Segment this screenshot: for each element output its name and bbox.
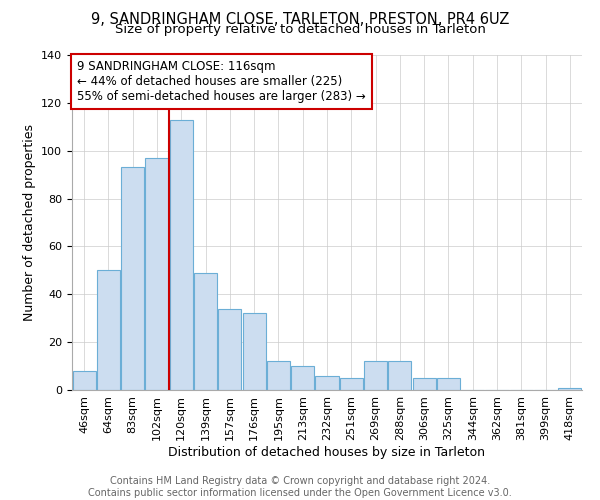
Text: Contains HM Land Registry data © Crown copyright and database right 2024.
Contai: Contains HM Land Registry data © Crown c… [88,476,512,498]
Text: Size of property relative to detached houses in Tarleton: Size of property relative to detached ho… [115,22,485,36]
Y-axis label: Number of detached properties: Number of detached properties [23,124,35,321]
Bar [145,158,169,390]
Bar [291,366,314,390]
Bar [242,314,266,390]
Bar [413,378,436,390]
Bar [559,388,581,390]
Bar [121,168,144,390]
Bar [267,362,290,390]
Bar [170,120,193,390]
Bar [97,270,120,390]
Bar [316,376,338,390]
Bar [364,362,387,390]
Text: 9, SANDRINGHAM CLOSE, TARLETON, PRESTON, PR4 6UZ: 9, SANDRINGHAM CLOSE, TARLETON, PRESTON,… [91,12,509,28]
Text: 9 SANDRINGHAM CLOSE: 116sqm
← 44% of detached houses are smaller (225)
55% of se: 9 SANDRINGHAM CLOSE: 116sqm ← 44% of det… [77,60,366,103]
Bar [388,362,412,390]
Bar [73,371,95,390]
Bar [437,378,460,390]
Bar [340,378,363,390]
X-axis label: Distribution of detached houses by size in Tarleton: Distribution of detached houses by size … [169,446,485,458]
Bar [194,273,217,390]
Bar [218,308,241,390]
